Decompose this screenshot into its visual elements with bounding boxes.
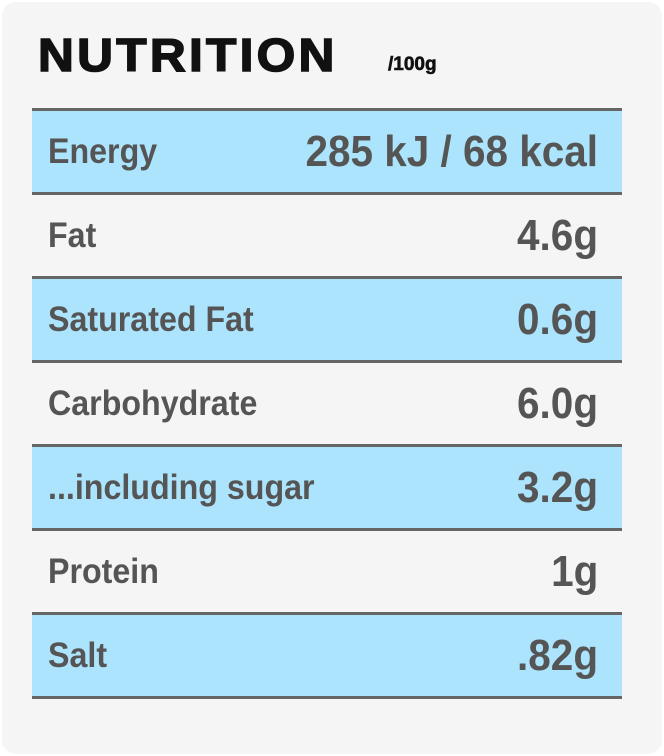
nutrition-table: Energy 285 kJ / 68 kcal Fat 4.6g Saturated F…	[32, 108, 622, 699]
nutrient-label: Carbohydrate	[48, 384, 258, 423]
table-row: Saturated Fat 0.6g	[32, 279, 622, 363]
nutrient-label: Energy	[48, 132, 158, 171]
nutrient-value: 3.2g	[516, 463, 598, 512]
nutrient-label: Fat	[48, 216, 97, 255]
nutrient-value: 1g	[550, 547, 598, 596]
nutrient-label: Salt	[48, 636, 108, 675]
title: NUTRITION	[37, 28, 338, 82]
unit: /100g	[388, 54, 437, 76]
nutrient-value: 6.0g	[516, 379, 598, 428]
table-row: Energy 285 kJ / 68 kcal	[32, 111, 622, 195]
table-row: ...including sugar 3.2g	[32, 447, 622, 531]
table-row: Carbohydrate 6.0g	[32, 363, 622, 447]
nutrient-value: .82g	[516, 631, 598, 680]
table-row: Salt .82g	[32, 615, 622, 699]
nutrient-value: 285 kJ / 68 kcal	[305, 127, 598, 176]
nutrient-label: ...including sugar	[48, 468, 315, 507]
nutrient-label: Protein	[48, 552, 159, 591]
nutrient-value: 0.6g	[516, 295, 598, 344]
nutrient-label: Saturated Fat	[48, 300, 254, 339]
nutrient-value: 4.6g	[516, 211, 598, 260]
table-row: Fat 4.6g	[32, 195, 622, 279]
table-row: Protein 1g	[32, 531, 622, 615]
